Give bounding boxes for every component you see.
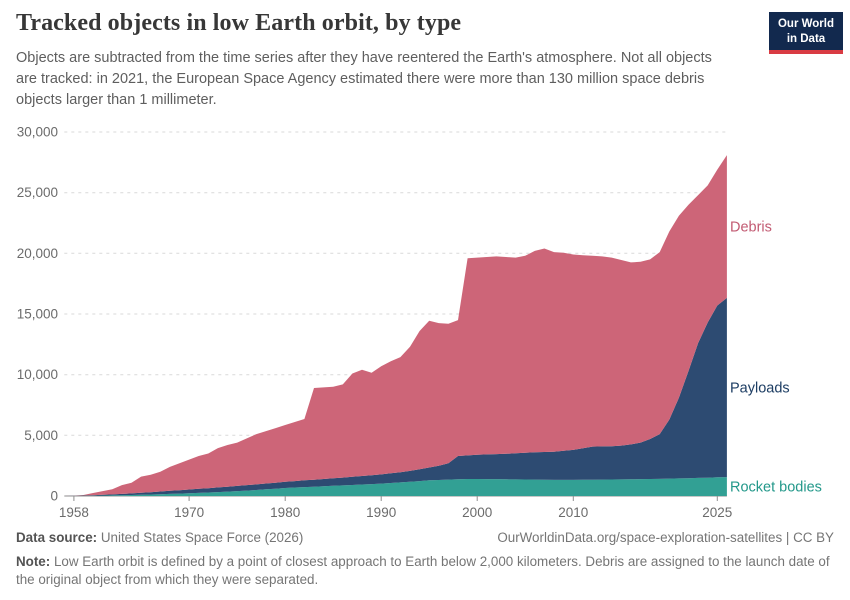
chart-footer: Data source: United States Space Force (…	[16, 529, 834, 590]
y-tick-label: 30,000	[17, 125, 58, 140]
area-debris[interactable]	[64, 155, 727, 496]
note-value: Low Earth orbit is defined by a point of…	[16, 553, 830, 588]
data-source-label: Data source:	[16, 530, 98, 545]
x-tick-label: 1970	[174, 505, 204, 520]
x-tick-label: 1980	[270, 505, 300, 520]
x-tick-label: 2025	[702, 505, 732, 520]
owid-logo-line1: Our World	[777, 18, 834, 30]
page-title: Tracked objects in low Earth orbit, by t…	[16, 10, 462, 36]
note-line: Note: Low Earth orbit is defined by a po…	[16, 553, 834, 590]
y-tick-label: 10,000	[17, 367, 58, 382]
owid-logo[interactable]: Our World in Data	[769, 12, 843, 55]
x-tick-label: 2010	[558, 505, 588, 520]
y-tick-label: 25,000	[17, 185, 58, 200]
stacked-area-chart: 0 5,000 10,000 15,000 20,000 25,000 30,000 1958…	[17, 125, 822, 521]
attribution-link[interactable]: OurWorldinData.org/space-exploration-sat…	[497, 530, 834, 545]
series-label-debris: Debris	[730, 219, 772, 235]
series-label-payloads: Payloads	[730, 380, 790, 396]
note-label: Note:	[16, 553, 51, 569]
series-label-rocket-bodies: Rocket bodies	[730, 480, 822, 496]
data-source-line: Data source: United States Space Force (…	[16, 529, 303, 548]
area-rocket-bodies[interactable]	[64, 477, 727, 496]
chart-subtitle: Objects are subtracted from the time ser…	[16, 50, 712, 109]
x-tick-label: 1990	[366, 505, 396, 520]
y-tick-label: 0	[50, 489, 58, 504]
x-tick-label: 2000	[462, 505, 492, 520]
owid-logo-line2: in Data	[786, 32, 826, 45]
y-tick-label: 5,000	[24, 428, 58, 443]
y-tick-label: 20,000	[17, 246, 58, 261]
x-tick-label: 1958	[59, 505, 89, 520]
data-source-value: United States Space Force (2026)	[100, 530, 304, 545]
area-payloads[interactable]	[64, 297, 727, 496]
y-tick-label: 15,000	[17, 307, 58, 322]
